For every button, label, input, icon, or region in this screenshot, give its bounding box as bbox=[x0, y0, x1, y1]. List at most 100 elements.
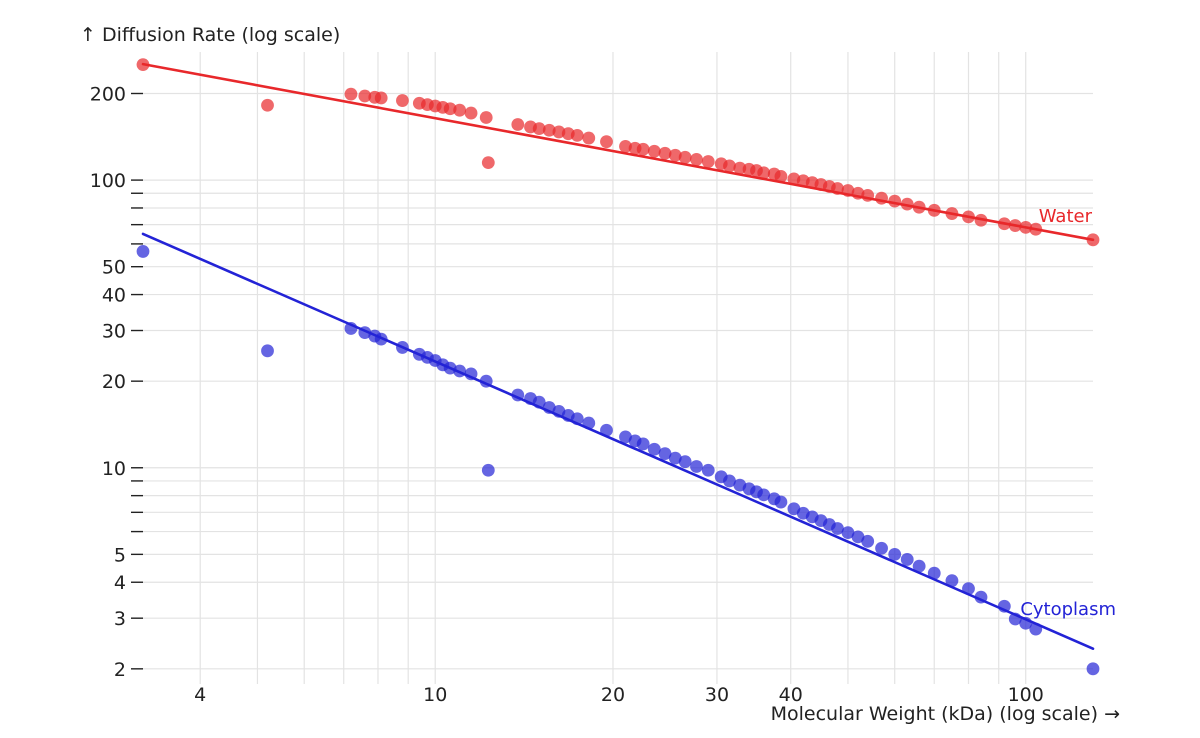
data-points bbox=[136, 58, 1100, 676]
cytoplasm-point bbox=[582, 416, 596, 430]
water-point bbox=[658, 146, 672, 160]
y-tick-label: 2 bbox=[114, 659, 126, 681]
cytoplasm-series-label: Cytoplasm bbox=[1020, 599, 1116, 620]
x-tick-label: 20 bbox=[601, 684, 625, 706]
water-point bbox=[841, 184, 855, 197]
cytoplasm-point bbox=[831, 522, 844, 535]
water-point bbox=[912, 200, 926, 214]
cytoplasm-point bbox=[464, 367, 478, 381]
water-point bbox=[136, 58, 150, 72]
cytoplasm-point bbox=[997, 599, 1011, 613]
water-point bbox=[875, 191, 888, 205]
cytoplasm-point bbox=[479, 374, 493, 388]
water-point bbox=[396, 94, 409, 107]
y-tick-label: 10 bbox=[102, 458, 126, 480]
water-point bbox=[997, 217, 1011, 231]
cytoplasm-point bbox=[701, 463, 715, 477]
water-point bbox=[344, 87, 358, 101]
water-point bbox=[945, 207, 959, 220]
water-point bbox=[774, 169, 788, 183]
water-point bbox=[511, 118, 525, 131]
grid bbox=[143, 52, 1093, 684]
y-tick-label: 50 bbox=[102, 257, 126, 279]
cytoplasm-point bbox=[841, 526, 855, 540]
y-tick-label: 40 bbox=[102, 285, 126, 307]
water-point bbox=[464, 106, 478, 120]
cytoplasm-point bbox=[678, 455, 692, 469]
cytoplasm-point bbox=[900, 553, 914, 566]
water-point bbox=[647, 144, 661, 158]
x-tick-label: 40 bbox=[779, 684, 803, 706]
cytoplasm-point bbox=[658, 447, 672, 461]
cytoplasm-point bbox=[912, 559, 926, 573]
water-point bbox=[542, 123, 556, 137]
y-axis-title: ↑ Diffusion Rate (log scale) bbox=[80, 24, 340, 46]
water-point bbox=[443, 102, 457, 116]
cytoplasm-point bbox=[136, 245, 150, 258]
y-tick-label: 5 bbox=[114, 544, 126, 566]
water-point bbox=[570, 129, 584, 142]
cytoplasm-point bbox=[962, 582, 975, 596]
water-point bbox=[374, 91, 388, 105]
water-point bbox=[962, 210, 975, 224]
y-tick-label: 100 bbox=[90, 170, 126, 192]
cytoplasm-point bbox=[888, 547, 902, 561]
cytoplasm-point bbox=[1029, 622, 1043, 636]
cytoplasm-point bbox=[647, 442, 661, 456]
cytoplasm-point bbox=[636, 437, 650, 451]
cytoplasm-point bbox=[374, 332, 388, 346]
water-point bbox=[668, 148, 682, 162]
y-tick-label: 30 bbox=[102, 321, 126, 343]
water-point bbox=[900, 197, 914, 211]
water-series-label: Water bbox=[1039, 206, 1093, 227]
cytoplasm-point bbox=[261, 344, 274, 358]
cytoplasm-point bbox=[945, 574, 959, 588]
water-point bbox=[636, 142, 650, 156]
x-tick-label: 10 bbox=[423, 684, 447, 706]
water-point bbox=[600, 135, 613, 149]
cytoplasm-point bbox=[690, 460, 703, 473]
x-tick-label: 100 bbox=[1008, 684, 1044, 706]
cytoplasm-point bbox=[1086, 662, 1100, 676]
x-axis-title: Molecular Weight (kDa) (log scale) → bbox=[771, 703, 1120, 725]
water-point bbox=[1019, 220, 1033, 234]
x-tick-label: 30 bbox=[705, 684, 729, 706]
cytoplasm-point bbox=[511, 388, 525, 402]
cytoplasm-point bbox=[861, 534, 875, 548]
water-point bbox=[861, 188, 875, 202]
water-point bbox=[1086, 233, 1100, 247]
cytoplasm-point bbox=[757, 488, 771, 502]
y-axis: 2 3 4 5 10 20 30 40 50 100 200 bbox=[90, 83, 143, 681]
water-point bbox=[723, 159, 736, 173]
cytoplasm-point bbox=[358, 326, 372, 340]
water-point bbox=[974, 213, 988, 227]
cytoplasm-point bbox=[481, 463, 495, 477]
cytoplasm-point bbox=[974, 590, 988, 604]
cytoplasm-point bbox=[344, 322, 358, 335]
cytoplasm-point bbox=[668, 451, 682, 465]
water-point bbox=[690, 153, 703, 166]
y-tick-label: 200 bbox=[90, 83, 126, 105]
cytoplasm-point bbox=[1019, 616, 1033, 630]
cytoplasm-point bbox=[600, 423, 613, 437]
water-point bbox=[757, 166, 771, 180]
y-tick-label: 4 bbox=[114, 572, 126, 594]
cytoplasm-point bbox=[532, 395, 546, 409]
water-point bbox=[453, 103, 467, 117]
water-point bbox=[851, 186, 865, 200]
water-point bbox=[481, 156, 495, 170]
water-point bbox=[678, 150, 692, 164]
y-tick-label: 3 bbox=[114, 608, 126, 630]
cytoplasm-point bbox=[453, 364, 467, 378]
x-axis: 4 10 20 30 40 100 bbox=[194, 684, 1044, 706]
water-point bbox=[619, 139, 632, 153]
water-point bbox=[479, 111, 493, 124]
cytoplasm-point bbox=[1008, 612, 1022, 626]
water-point bbox=[701, 155, 715, 168]
cytoplasm-point bbox=[570, 412, 584, 426]
water-point bbox=[888, 194, 902, 208]
water-point bbox=[532, 122, 546, 136]
cytoplasm-point bbox=[396, 341, 409, 354]
water-point bbox=[358, 89, 372, 103]
